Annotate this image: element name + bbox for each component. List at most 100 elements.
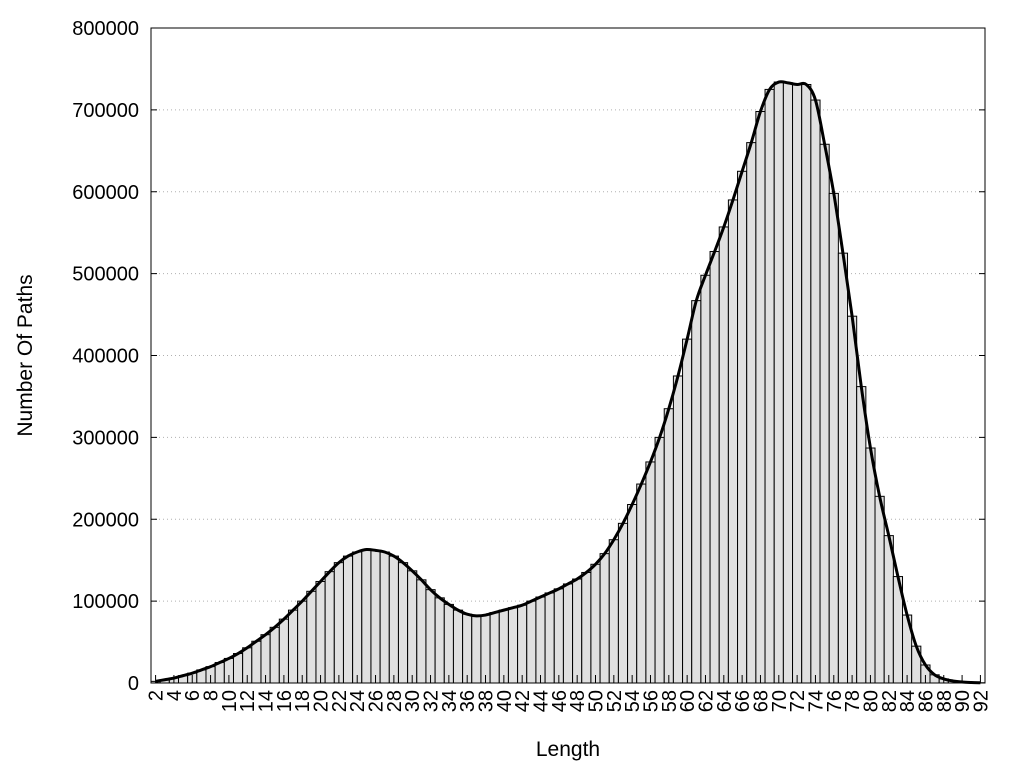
y-tick-label: 800000 [72,18,139,40]
histogram-bar [837,252,849,684]
x-tick-label: 22 [329,690,351,712]
histogram-bar [691,300,702,684]
x-tick-label: 20 [311,690,333,712]
histogram-bar [672,375,684,684]
histogram-bar [397,562,409,684]
x-tick-label: 68 [750,690,772,712]
histogram-bar [718,226,729,684]
x-tick-label: 14 [256,690,278,712]
histogram-bar [452,609,464,684]
histogram-bar [590,563,601,684]
x-axis-label: Length [536,738,600,761]
x-tick-label: 50 [585,690,607,712]
x-tick-label: 92 [970,690,992,712]
histogram-bar [269,626,280,684]
histogram-bar [663,408,674,684]
y-axis-label: Number Of Paths [14,274,37,436]
x-tick-label: 6 [182,690,204,701]
histogram-bar [507,607,519,684]
histogram-bar [773,81,784,684]
x-tick-label: 70 [769,690,791,712]
y-axis: 0 100000 200000 300000 400000 500000 600000 700… [72,18,985,695]
x-tick-label: 48 [567,690,589,712]
x-tick-label: 90 [952,690,974,712]
histogram-bar [297,600,308,684]
histogram-bar [425,589,436,684]
histogram-bar [526,600,537,684]
histogram-bar [792,83,803,684]
histogram-bar [517,604,528,684]
x-tick-label: 40 [494,690,516,712]
histogram-bar [599,553,610,684]
x-tick-label: 8 [201,690,223,701]
histogram-bar [489,612,500,684]
x-tick-label: 30 [402,690,424,712]
histogram-bar [801,83,812,684]
histogram-bar [434,597,445,684]
x-tick-label: 34 [439,690,461,712]
x-tick-label: 42 [512,690,534,712]
y-tick-label: 0 [128,673,139,695]
histogram-bar [746,142,757,684]
x-tick-label: 54 [622,690,644,712]
histogram-bar [407,570,418,684]
histogram-bar [462,613,473,684]
histogram-bar [617,522,629,684]
histogram-bar [535,596,546,684]
histogram-bar [709,251,720,684]
x-tick-label: 72 [787,690,809,712]
x-tick-label: 84 [897,690,919,712]
histogram-bar [810,99,821,684]
histogram-bar [251,640,262,684]
histogram-bar [627,504,638,684]
histogram-bar [306,590,317,684]
histogram-bar [562,583,574,684]
histogram-bar [856,386,867,684]
x-tick-label: 16 [274,690,296,712]
histogram-bar [682,338,693,684]
histogram-bar [572,578,583,684]
histogram-bar [333,562,344,684]
histogram-bar [700,274,711,684]
x-tick-label: 52 [604,690,626,712]
x-tick-label: 58 [659,690,681,712]
histogram-bar [315,580,326,684]
y-tick-label: 600000 [72,182,139,204]
x-tick-label: 86 [915,690,937,712]
smooth-curve [155,80,981,685]
histogram-bar [581,571,592,684]
x-tick-label: 88 [934,690,956,712]
histogram-bar [416,579,427,684]
histogram-bar [636,483,647,684]
histogram-bar [883,535,894,684]
y-tick-label: 400000 [72,346,139,368]
histogram-bar [361,549,372,684]
x-tick-label: 80 [860,690,882,712]
histogram-bar [342,555,354,684]
histogram-bar [608,539,619,684]
x-tick-label: 62 [695,690,717,712]
x-tick-label: 74 [805,690,827,712]
histogram-bar [782,82,794,684]
x-axis: 2468101214161820222426283032343638404244… [146,675,992,712]
histogram-bar [737,170,748,684]
histogram-bar [370,549,381,684]
x-tick-label: 24 [347,690,369,712]
x-tick-label: 10 [219,690,241,712]
x-tick-label: 44 [531,690,553,712]
x-tick-label: 78 [842,690,864,712]
histogram-bar [443,603,454,684]
x-tick-label: 82 [879,690,901,712]
histogram-bar [874,495,885,684]
curve-group [155,80,981,685]
bars-group [150,81,986,684]
histogram-bar [764,88,775,684]
histogram-bar [352,551,363,684]
y-tick-label: 300000 [72,427,139,449]
histogram-bar [379,551,390,684]
histogram-bar [232,653,244,684]
histogram-bar [324,571,335,684]
x-tick-label: 38 [476,690,498,712]
x-tick-label: 56 [640,690,662,712]
